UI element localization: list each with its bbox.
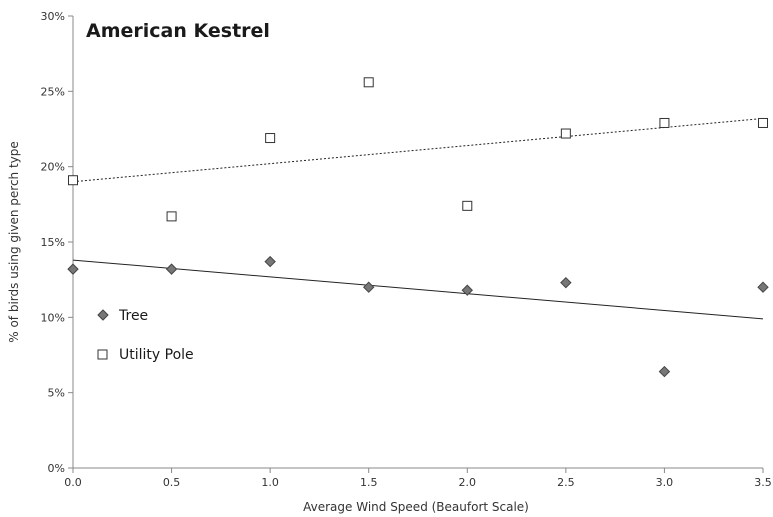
y-tick-label: 0%	[48, 462, 65, 475]
utility-pole-point	[363, 77, 374, 88]
x-tick-label: 3.0	[656, 476, 674, 489]
trendlines	[72, 117, 764, 320]
tree-point	[560, 276, 572, 289]
utility-pole-point	[462, 200, 473, 211]
legend-tree-marker	[97, 309, 109, 321]
tree-point	[264, 255, 276, 268]
trendline-utility-pole	[72, 117, 764, 183]
utility-pole-point	[560, 128, 571, 139]
tree-point	[658, 365, 671, 378]
y-axis-label: % of birds using given perch type	[7, 141, 21, 343]
y-tick-label: 5%	[48, 387, 65, 400]
x-tick-label: 1.0	[261, 476, 279, 489]
utility-pole-point	[166, 211, 177, 222]
legend-utility-pole-marker	[97, 349, 108, 360]
tree-point	[757, 281, 769, 293]
axes: 0.0 0.5 1.0 1.5 2.0 2.5 3.0 3.5 0% 5% 10% 15% 20% 25%…	[41, 10, 772, 489]
y-tick-label: 10%	[41, 311, 65, 324]
x-tick-label: 2.0	[459, 476, 477, 489]
y-tick-label: 20%	[41, 161, 65, 174]
utility-pole-point	[758, 117, 768, 128]
x-tick-label: 0.0	[64, 476, 82, 489]
y-tick-label: 25%	[41, 85, 65, 98]
utility-pole-point	[265, 133, 276, 144]
x-tick-label: 2.5	[557, 476, 575, 489]
data-points	[67, 77, 769, 378]
chart-title: American Kestrel	[86, 20, 270, 42]
x-tick-label: 0.5	[163, 476, 181, 489]
utility-pole-point	[68, 175, 78, 186]
tree-point	[461, 284, 473, 296]
x-axis-label: Average Wind Speed (Beaufort Scale)	[303, 500, 529, 514]
tree-point	[363, 281, 375, 293]
legend-utility-pole-label: Utility Pole	[119, 347, 194, 363]
x-tick-label: 1.5	[360, 476, 378, 489]
legend-tree-label: Tree	[118, 308, 148, 324]
tree-point	[165, 263, 178, 275]
y-tick-label: 15%	[41, 236, 65, 249]
x-tick-label: 3.5	[754, 476, 772, 489]
y-tick-label: 30%	[41, 10, 65, 23]
utility-pole-point	[659, 117, 670, 128]
tree-point	[67, 263, 79, 275]
legend: Tree Utility Pole	[97, 308, 194, 363]
trendline-tree	[72, 259, 764, 320]
